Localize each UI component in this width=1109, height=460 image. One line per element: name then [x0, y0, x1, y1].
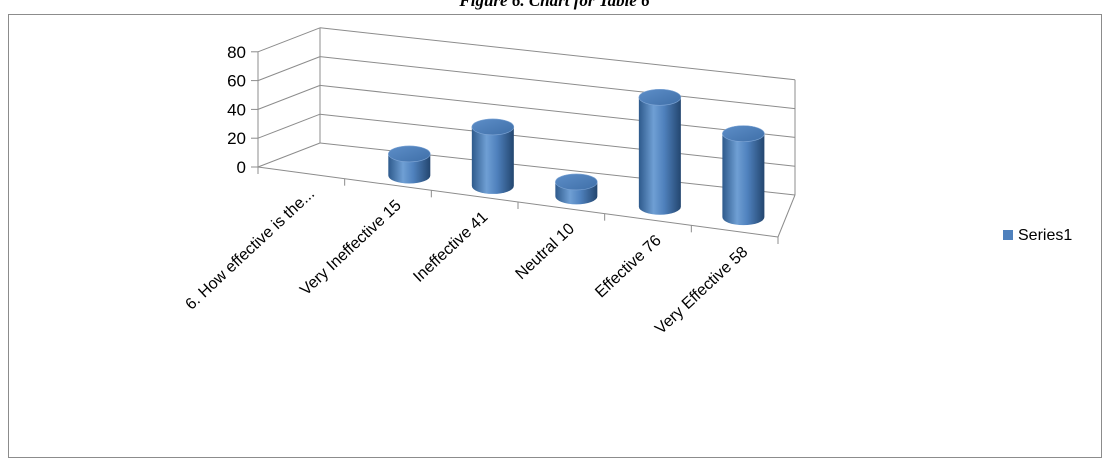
side-gridline — [257, 27, 321, 53]
gridline — [319, 27, 796, 81]
y-tick-label: 40 — [227, 100, 246, 119]
bar-2 — [471, 118, 515, 194]
bar-3 — [555, 173, 598, 205]
y-tick-label: 0 — [237, 158, 246, 177]
bar-layer — [388, 89, 765, 226]
y-tick-label: 20 — [227, 129, 246, 148]
grid-layer — [257, 27, 796, 196]
gridline — [319, 84, 796, 138]
bar-body — [722, 133, 765, 226]
floor-edge — [777, 194, 796, 238]
bar-top — [471, 118, 515, 136]
bar-5 — [722, 125, 765, 226]
bar-body — [471, 126, 514, 194]
bar-body — [388, 153, 431, 184]
side-gridline — [257, 56, 321, 82]
axis-layer — [251, 27, 796, 244]
bar-4 — [638, 89, 682, 215]
legend: Series1 — [1003, 227, 1072, 244]
figure-caption: Figure 6. Chart for Table 6 — [459, 0, 650, 10]
legend-label: Series1 — [1018, 227, 1072, 244]
gridline — [319, 113, 796, 167]
x-category-label: 6. How effective is the... — [182, 185, 318, 313]
bar-body — [638, 97, 681, 215]
x-category-label: Ineffective 41 — [410, 209, 491, 286]
x-category-label: Very Ineffective 15 — [297, 197, 405, 299]
bar-top — [722, 125, 765, 142]
y-tick-label: 60 — [227, 72, 246, 91]
bar-top — [388, 145, 431, 163]
x-category-label: Effective 76 — [592, 232, 665, 301]
bar-top — [555, 173, 598, 191]
side-gridline — [257, 84, 321, 110]
side-gridline — [257, 113, 321, 139]
chart-frame — [8, 14, 1102, 458]
bar-1 — [388, 145, 431, 184]
side-gridline — [257, 142, 321, 168]
bar-top — [638, 89, 682, 106]
legend-swatch — [1003, 230, 1013, 240]
x-category-label: Very Effective 58 — [652, 244, 751, 338]
x-category-label: Neutral 10 — [512, 220, 578, 283]
gridline — [319, 56, 796, 110]
y-tick-label: 80 — [227, 43, 246, 62]
